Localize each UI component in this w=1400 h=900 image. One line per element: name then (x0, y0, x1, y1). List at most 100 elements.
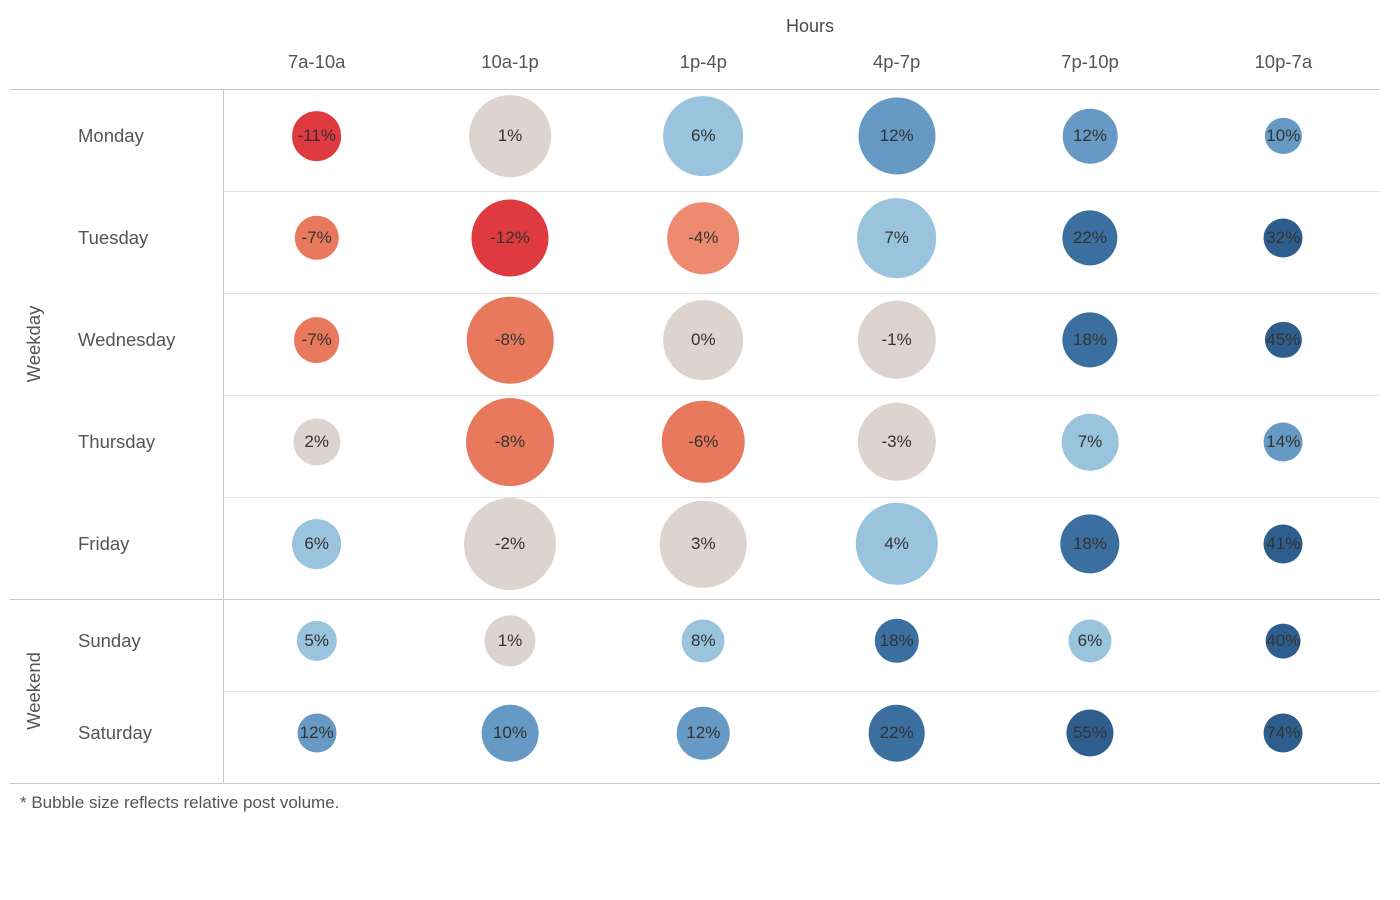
bubble-cell: -7% (220, 289, 413, 391)
bubble-cell: -2% (413, 493, 606, 595)
bubble-cell: 7% (993, 391, 1186, 493)
bubble-value: -3% (882, 432, 912, 452)
bubble-value: -8% (495, 432, 525, 452)
table-row: Thursday2% -8% -6% -3% 7% 14% (10, 391, 1380, 493)
bubble-cell: 6% (993, 595, 1186, 687)
bubble-cell: -7% (220, 187, 413, 289)
bubble-matrix-chart: Hours 7a-10a 10a-1p 1p-4p 4p-7p 7p-10p 1… (0, 0, 1400, 900)
bubble-value: -11% (297, 126, 335, 146)
bubble-value: 12% (1073, 126, 1107, 146)
row-label: Wednesday (60, 329, 220, 351)
column-header: 10p-7a (1187, 45, 1380, 85)
bubble-cell: -11% (220, 85, 413, 187)
bubble-cell: 22% (800, 687, 993, 779)
column-header: 7a-10a (220, 45, 413, 85)
bubble-cell: 7% (800, 187, 993, 289)
bubble-value: 55% (1073, 723, 1107, 743)
bubble-value: 41% (1266, 534, 1300, 554)
bubble-cell: 0% (607, 289, 800, 391)
bubble-value: 40% (1266, 631, 1300, 651)
bubble-cell: 5% (220, 595, 413, 687)
bubble-value: -4% (688, 228, 718, 248)
bubble-cell: 4% (800, 493, 993, 595)
bubble-value: 45% (1266, 330, 1300, 350)
bubble-cell: 14% (1187, 391, 1380, 493)
row-label: Friday (60, 533, 220, 555)
bubble-cell: 10% (413, 687, 606, 779)
bubble-value: 6% (304, 534, 329, 554)
bubble-value: 1% (498, 631, 523, 651)
bubble-value: 5% (304, 631, 329, 651)
chart-footnote: * Bubble size reflects relative post vol… (10, 779, 1380, 813)
bubble-cell: -12% (413, 187, 606, 289)
bubble-cell: 6% (607, 85, 800, 187)
bubble-cell: 12% (607, 687, 800, 779)
column-header-row: 7a-10a 10a-1p 1p-4p 4p-7p 7p-10p 10p-7a (10, 45, 1380, 85)
bubble-cell: 41% (1187, 493, 1380, 595)
bubble-cell: 12% (800, 85, 993, 187)
bubble-cell: 1% (413, 595, 606, 687)
bubble-value: -6% (688, 432, 718, 452)
bubble-cell: -4% (607, 187, 800, 289)
bubble-value: 22% (880, 723, 914, 743)
bubble-value: 6% (691, 126, 716, 146)
chart-title: Hours (10, 10, 1380, 45)
table-row: Tuesday-7%-12%-4%7%22%32% (10, 187, 1380, 289)
table-row: Saturday 12% 10% 12% 22% 55% 74% (10, 687, 1380, 779)
bubble-cell: 22% (993, 187, 1186, 289)
bubble-value: 18% (1073, 330, 1107, 350)
row-label: Thursday (60, 431, 220, 453)
bubble-value: 10% (1266, 126, 1300, 146)
column-header: 7p-10p (993, 45, 1186, 85)
bubble-cell: 18% (993, 289, 1186, 391)
bubble-cell: 12% (993, 85, 1186, 187)
bubble-value: 0% (691, 330, 716, 350)
bubble-cell: -1% (800, 289, 993, 391)
bubble-cell: 18% (800, 595, 993, 687)
table-row: Sunday 5% 1% 8% 18% 6% 40% (10, 595, 1380, 687)
bubble-value: 4% (884, 534, 909, 554)
row-group-label-weekday: Weekday (23, 306, 45, 383)
bubble-cell: 40% (1187, 595, 1380, 687)
bubble-value: -7% (302, 330, 332, 350)
bubble-cell: 1% (413, 85, 606, 187)
bubble-value: 10% (493, 723, 527, 743)
bubble-value: 7% (1078, 432, 1103, 452)
bubble-cell: 8% (607, 595, 800, 687)
table-row: Friday 6% -2% 3% 4% 18% 41% (10, 493, 1380, 595)
bubble-value: -2% (495, 534, 525, 554)
bubble-cell: 55% (993, 687, 1186, 779)
bubble-value: 12% (300, 723, 334, 743)
bubble-value: 74% (1266, 723, 1300, 743)
bubble-cell: 32% (1187, 187, 1380, 289)
bubble-cell: 74% (1187, 687, 1380, 779)
column-header: 10a-1p (413, 45, 606, 85)
bubble-value: -8% (495, 330, 525, 350)
bubble-value: 32% (1266, 228, 1300, 248)
column-header: 1p-4p (607, 45, 800, 85)
bubble-value: 18% (1073, 534, 1107, 554)
bubble-value: 12% (686, 723, 720, 743)
chart-grid: 7a-10a 10a-1p 1p-4p 4p-7p 7p-10p 10p-7a … (10, 45, 1380, 779)
bubble-cell: 6% (220, 493, 413, 595)
column-header: 4p-7p (800, 45, 993, 85)
bubble-value: 14% (1266, 432, 1300, 452)
bubble-value: 12% (880, 126, 914, 146)
bubble-cell: -8% (413, 289, 606, 391)
bubble-value: 1% (498, 126, 523, 146)
bubble-cell: 45% (1187, 289, 1380, 391)
row-label: Monday (60, 125, 220, 147)
bubble-cell: 3% (607, 493, 800, 595)
bubble-cell: 18% (993, 493, 1186, 595)
row-group-label-weekend: Weekend (23, 652, 45, 730)
bubble-cell: -6% (607, 391, 800, 493)
bubble-value: 8% (691, 631, 716, 651)
row-label: Sunday (60, 630, 220, 652)
bubble-cell: 12% (220, 687, 413, 779)
bubble-cell: 10% (1187, 85, 1380, 187)
bubble-cell: 2% (220, 391, 413, 493)
bubble-value: -12% (490, 228, 530, 248)
row-label: Saturday (60, 722, 220, 744)
bubble-value: 18% (880, 631, 914, 651)
bubble-value: 22% (1073, 228, 1107, 248)
